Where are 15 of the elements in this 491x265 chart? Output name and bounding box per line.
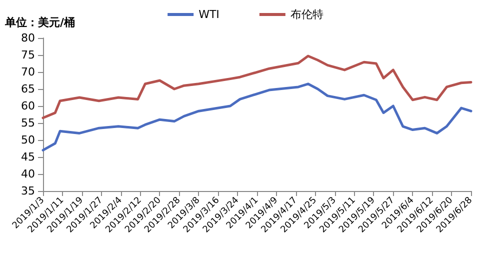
y-tick-label: 75	[21, 48, 35, 62]
y-tick-label: 70	[21, 66, 35, 78]
y-tick-label: 35	[21, 184, 35, 198]
y-tick-label: 50	[21, 134, 35, 146]
legend-label: WTI	[198, 8, 220, 21]
y-tick-label: 60	[21, 100, 35, 112]
y-tick-label: 40	[21, 168, 35, 180]
y-tick-label: 45	[21, 150, 35, 164]
line-series	[42, 54, 472, 120]
line-series	[42, 82, 472, 152]
y-tick-label: 65	[21, 82, 35, 96]
y-axis-title: 单位：美元/桶	[4, 16, 76, 29]
y-tick-label: 55	[21, 116, 35, 130]
legend-label: 布伦特	[290, 8, 324, 21]
y-tick-label: 80	[21, 32, 35, 44]
